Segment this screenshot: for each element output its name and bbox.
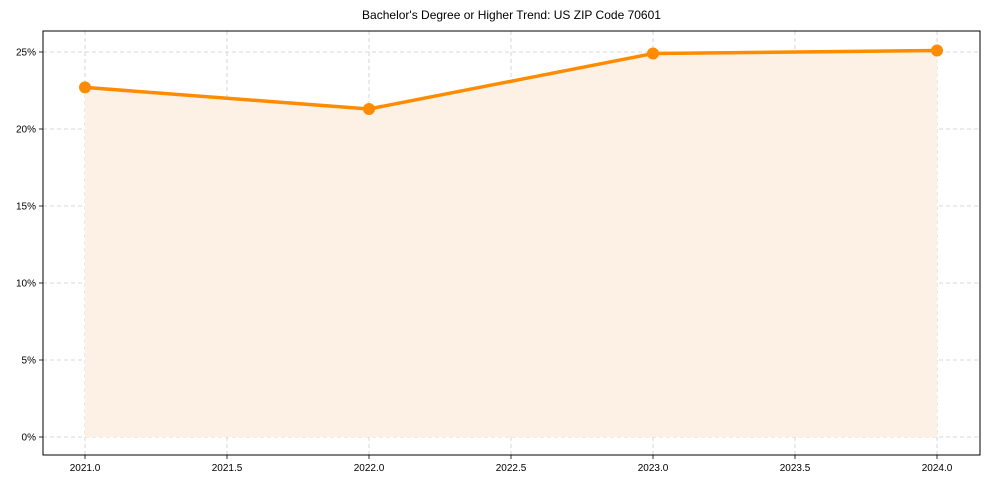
data-points — [79, 44, 943, 115]
x-tick-label: 2021.5 — [212, 463, 243, 474]
chart-title: Bachelor's Degree or Higher Trend: US ZI… — [362, 8, 661, 22]
plot-frame — [42, 30, 981, 456]
x-axis: 2021.0 2021.5 2022.0 2022.5 2023.0 2023.5 2024… — [70, 455, 953, 474]
data-point — [363, 102, 375, 115]
x-tick-label: 2022.5 — [496, 463, 527, 474]
x-tick-label: 2023.5 — [780, 463, 811, 474]
x-tick-label: 2021.0 — [70, 463, 101, 474]
data-point — [79, 81, 91, 94]
y-tick-label: 25% — [16, 48, 36, 59]
y-tick-label: 15% — [16, 202, 36, 213]
data-point — [931, 44, 943, 57]
y-tick-label: 0% — [22, 433, 37, 444]
y-tick-label: 5% — [22, 356, 37, 367]
area-fill — [85, 50, 937, 438]
y-axis: 0% 5% 10% 15% 20% 25% — [16, 48, 43, 444]
y-tick-label: 20% — [16, 125, 36, 136]
y-tick-label: 10% — [16, 279, 36, 290]
x-tick-label: 2024.0 — [922, 463, 953, 474]
data-line — [84, 48, 938, 111]
x-tick-label: 2022.0 — [354, 463, 385, 474]
x-tick-label: 2023.0 — [638, 463, 669, 474]
data-point — [647, 47, 659, 60]
